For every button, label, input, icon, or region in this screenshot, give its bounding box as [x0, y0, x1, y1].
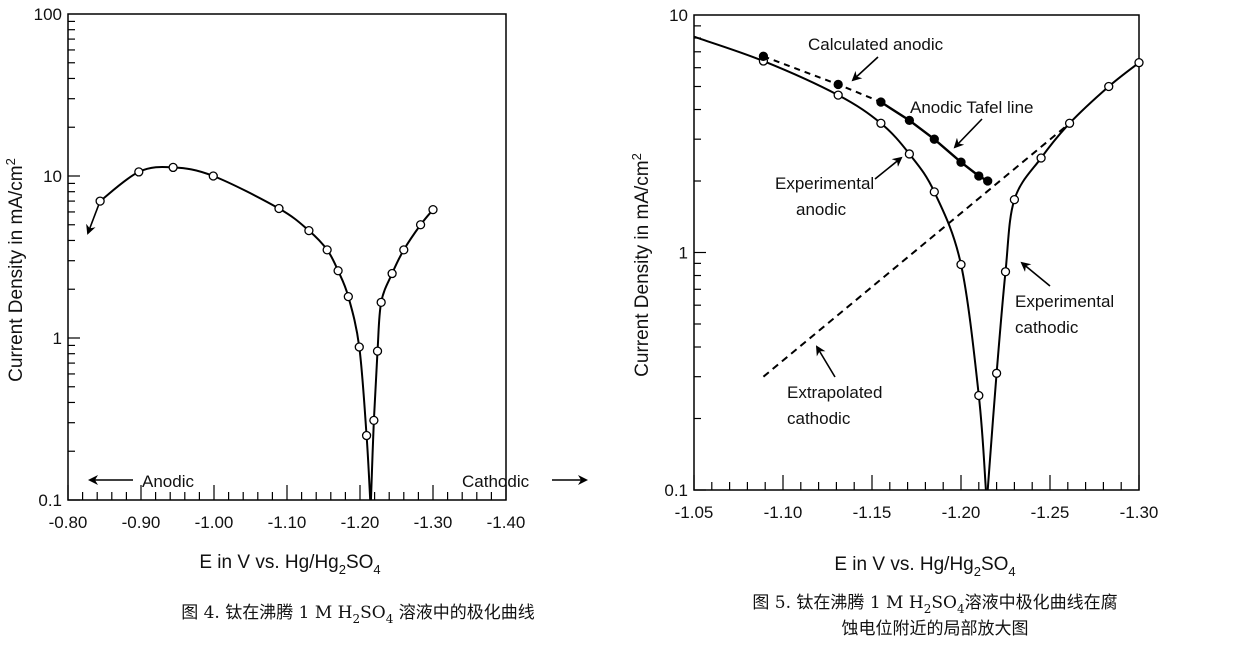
- cathodic-data-point: [369, 415, 379, 426]
- calculated-anodic-line: [763, 55, 882, 103]
- experimental-cathodic-curve: [986, 61, 1140, 491]
- experimental-anodic-arrow: [874, 156, 903, 180]
- anodic-data-point: [333, 266, 343, 276]
- experimental-anodic-point: [929, 187, 939, 197]
- left-y-tick-label: 1: [53, 329, 62, 348]
- polarization-chart-zoomed: 10 1 0.1 -1.05 -1.10 -1.15 -1.20 -1.25 -1.30 Calc…: [664, 6, 1158, 522]
- anodic-data-point: [168, 162, 178, 173]
- experimental-cathodic-label-line: cathodic: [1015, 318, 1079, 337]
- calculated-anodic-arrow: [851, 56, 879, 82]
- anodic-tafel-line-arrow: [953, 118, 983, 149]
- left-x-tick-label: -1.40: [487, 513, 526, 532]
- right-x-axis-label: E in V vs. Hg/Hg2SO4: [834, 554, 1015, 579]
- experimental-anodic-point: [904, 149, 915, 159]
- experimental-cathodic-point: [1104, 81, 1114, 92]
- calculated-anodic-point: [974, 171, 984, 181]
- right-x-tick-label: -1.15: [853, 503, 892, 522]
- cathodic-data-point: [415, 220, 426, 230]
- right-y-tick-label: 1: [679, 244, 688, 263]
- anodic-curve: [99, 166, 372, 501]
- right-plot-frame: [693, 14, 1140, 491]
- polarization-chart-full: 100 10 1 0.1 -0.80 -0.90 -1.00 -1.10 -1.20 -1.30 -…: [34, 5, 588, 532]
- experimental-cathodic-arrow: [1020, 261, 1051, 287]
- left-x-tick-label: -0.80: [49, 513, 88, 532]
- experimental-cathodic-point: [1000, 267, 1011, 277]
- cathodic-data-point: [428, 204, 438, 215]
- left-y-tick-label: 100: [34, 5, 62, 24]
- anodic-data-point: [134, 167, 144, 177]
- experimental-anodic-point: [974, 390, 984, 401]
- experimental-cathodic-point: [1064, 118, 1075, 128]
- cathodic-data-point: [376, 297, 386, 307]
- figure-5-caption-line-1: 图 5. 钛在沸腾 1 M H2SO4溶液中极化曲线在腐: [752, 593, 1117, 616]
- left-x-tick-label: -1.30: [414, 513, 453, 532]
- right-y-tick-label: 0.1: [664, 481, 688, 500]
- extrapolated-cathodic-line: [762, 122, 1071, 378]
- right-x-tick-label: -1.25: [1031, 503, 1070, 522]
- experimental-cathodic-point: [1036, 153, 1046, 163]
- anodic-data-point: [361, 430, 372, 441]
- experimental-anodic-point: [876, 118, 886, 128]
- anodic-tafel-line-label-line: Anodic Tafel line: [910, 98, 1034, 117]
- experimental-cathodic-label-line: Experimental: [1015, 292, 1114, 311]
- cathodic-data-point: [399, 245, 409, 255]
- calculated-anodic-point: [929, 134, 939, 144]
- anodic-data-point: [354, 342, 364, 352]
- right-x-tick-label: -1.05: [675, 503, 714, 522]
- extrapolated-cathodic-label-line: Extrapolated: [787, 383, 882, 402]
- left-x-tick-label: -0.90: [122, 513, 161, 532]
- anodic-data-point: [304, 225, 314, 236]
- cathodic-label: Cathodic: [462, 472, 530, 491]
- experimental-cathodic-point: [1009, 194, 1020, 205]
- anodic-data-point: [95, 196, 105, 206]
- left-y-axis-label: Current Density in mA/cm2: [3, 158, 27, 382]
- anodic-label: Anodic: [142, 472, 194, 491]
- experimental-anodic-point: [833, 90, 843, 100]
- experimental-cathodic-point: [991, 368, 1002, 378]
- left-plot-frame: [67, 13, 507, 501]
- anodic-data-point: [322, 245, 332, 255]
- extrapolated-cathodic-label-line: cathodic: [787, 409, 851, 428]
- calculated-anodic-label-line: Calculated anodic: [808, 35, 944, 54]
- calculated-anodic-point: [876, 97, 886, 107]
- figure-4-caption: 图 4. 钛在沸腾 1 M H2SO4 溶液中的极化曲线: [181, 603, 535, 626]
- right-x-tick-label: -1.20: [942, 503, 981, 522]
- left-x-axis-label: E in V vs. Hg/Hg2SO4: [199, 552, 380, 577]
- experimental-anodic-label-line: Experimental: [775, 174, 874, 193]
- left-y-tick-label: 0.1: [38, 491, 62, 510]
- extrapolated-cathodic-arrow: [815, 345, 836, 378]
- calculated-anodic-label: Calculated anodic: [808, 35, 944, 54]
- cathodic-data-point: [387, 268, 397, 279]
- extrapolated-cathodic-label: Extrapolated cathodic: [787, 383, 882, 428]
- right-x-tick-label: -1.10: [764, 503, 803, 522]
- left-x-tick-label: -1.20: [341, 513, 380, 532]
- experimental-anodic-curve: [693, 35, 987, 491]
- right-x-tick-label: -1.30: [1120, 503, 1159, 522]
- anodic-data-point: [208, 171, 218, 181]
- right-y-tick-label: 10: [669, 6, 688, 25]
- left-y-tick-label: 10: [43, 167, 62, 186]
- experimental-anodic-label-line: anodic: [796, 200, 847, 219]
- calculated-anodic-point: [956, 157, 966, 167]
- calculated-anodic-point: [904, 115, 915, 126]
- right-y-axis-label: Current Density in mA/cm2: [629, 153, 653, 377]
- experimental-anodic-point: [956, 259, 966, 270]
- cathodic-data-point: [372, 346, 383, 356]
- anodic-data-point: [274, 203, 284, 214]
- anodic-continuation-arrow: [86, 200, 101, 235]
- calculated-anodic-point: [758, 51, 769, 61]
- experimental-cathodic-label: Experimental cathodic: [1015, 292, 1114, 337]
- experimental-cathodic-point: [1134, 58, 1144, 68]
- calculated-anodic-point: [833, 79, 843, 90]
- figure-5-caption-line-2: 蚀电位附近的局部放大图: [842, 619, 1029, 639]
- calculated-anodic-point: [983, 176, 993, 186]
- experimental-anodic-label: Experimental anodic: [775, 174, 874, 219]
- anodic-data-point: [343, 291, 353, 302]
- left-x-tick-label: -1.10: [268, 513, 307, 532]
- anodic-tafel-line-label: Anodic Tafel line: [910, 98, 1034, 117]
- left-x-tick-label: -1.00: [195, 513, 234, 532]
